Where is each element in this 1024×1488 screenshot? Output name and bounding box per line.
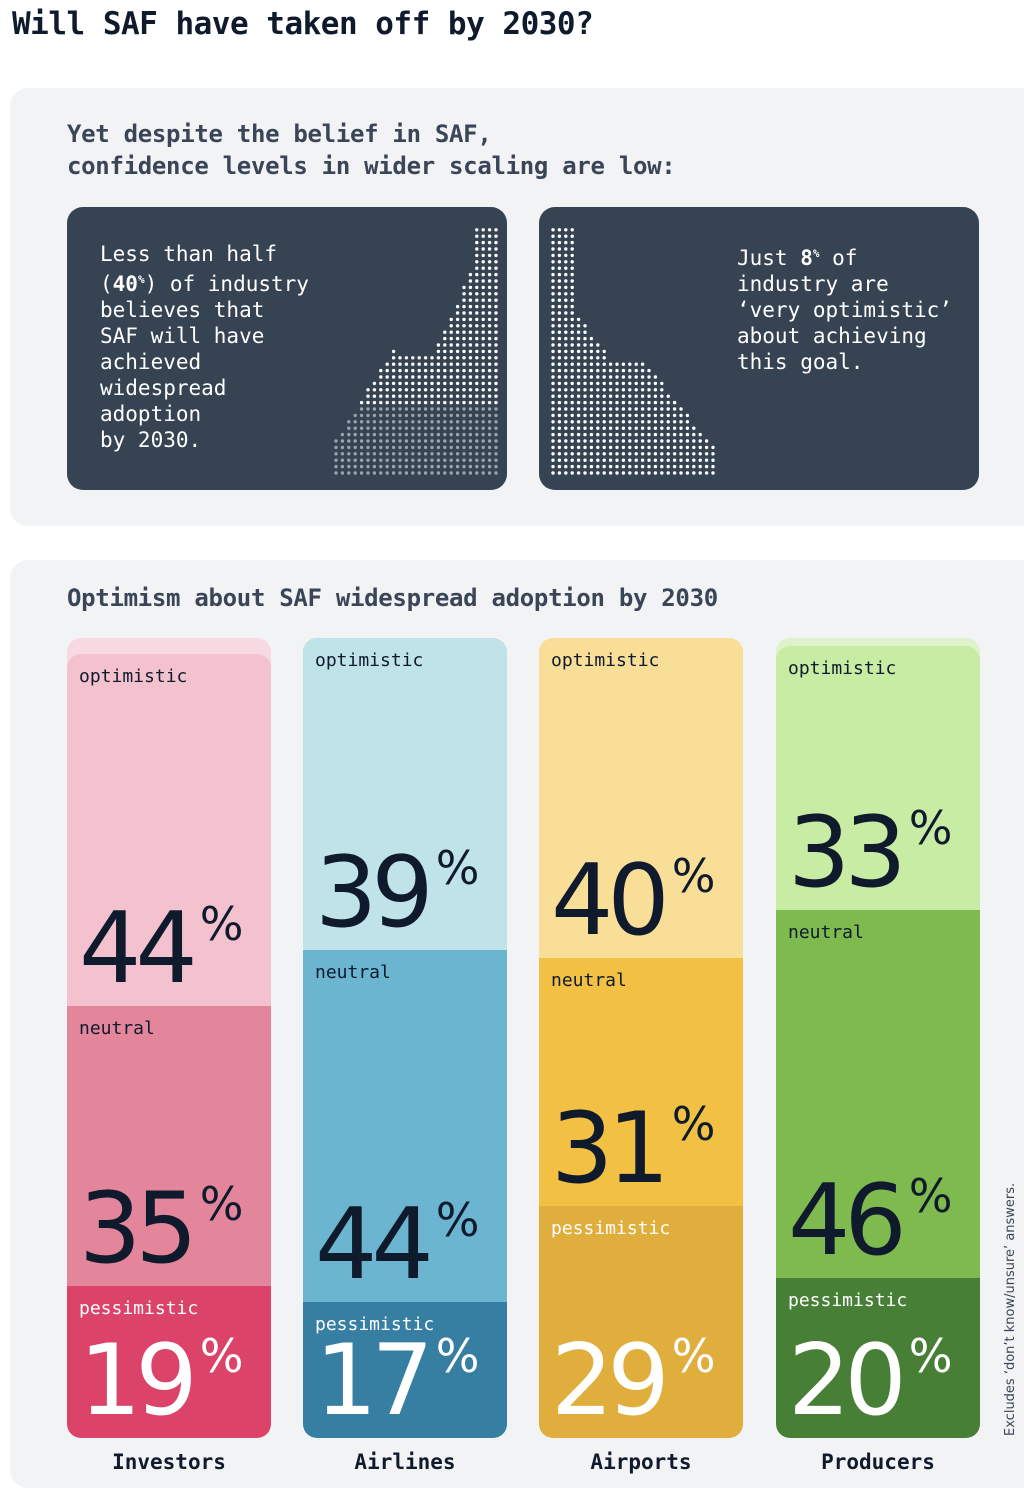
segment-value: 46% bbox=[788, 1147, 952, 1270]
segment-label: pessimistic bbox=[315, 1314, 435, 1335]
bar-segment-optimistic: optimistic 39% bbox=[303, 638, 507, 950]
segment-value: 20% bbox=[788, 1307, 952, 1430]
card-text-line: by 2030. bbox=[100, 428, 202, 452]
segment-value-number: 35 bbox=[79, 1172, 198, 1286]
segment-value-unit: % bbox=[435, 1193, 480, 1247]
column-airlines: pessimistic 17% neutral 44% optimistic 39% bbox=[303, 638, 507, 1438]
segment-label: pessimistic bbox=[788, 1290, 908, 1311]
segment-value-number: 17 bbox=[315, 1324, 434, 1438]
card-text-line: believes that bbox=[100, 298, 265, 322]
card-text-line: Just 8% of bbox=[737, 246, 858, 270]
segment-label: neutral bbox=[788, 922, 864, 943]
card-text-line: this goal. bbox=[737, 350, 864, 374]
bar-segment-optimistic: optimistic 33% bbox=[776, 646, 980, 910]
card-text-line: adoption bbox=[100, 402, 202, 426]
bar-segment-pessimistic: pessimistic 20% bbox=[776, 1278, 980, 1438]
segment-label: neutral bbox=[315, 962, 391, 983]
segment-value-number: 46 bbox=[788, 1164, 907, 1278]
page-title: Will SAF have taken off by 2030? bbox=[12, 6, 594, 42]
card-text-line: ‘very optimistic’ bbox=[737, 298, 952, 322]
segment-value: 44% bbox=[315, 1171, 479, 1294]
category-label-producers: Producers bbox=[821, 1450, 935, 1474]
bar-segment-pessimistic: pessimistic 29% bbox=[539, 1206, 743, 1438]
segment-value: 35% bbox=[79, 1155, 243, 1278]
card-text-line: Less than half bbox=[100, 242, 278, 266]
segment-label: optimistic bbox=[551, 650, 660, 671]
segment-value-unit: % bbox=[671, 849, 716, 903]
segment-value-unit: % bbox=[435, 841, 480, 895]
segment-value-unit: % bbox=[671, 1329, 716, 1383]
intro-heading: Yet despite the belief in SAF, confidenc… bbox=[67, 118, 676, 182]
segment-label: neutral bbox=[551, 970, 627, 991]
segment-value-unit: % bbox=[435, 1329, 480, 1383]
card-text-line: about achieving bbox=[737, 324, 927, 348]
stat-card-right-text: Just 8% of industry are ‘very optimistic’ a… bbox=[737, 241, 979, 375]
segment-value-unit: % bbox=[671, 1097, 716, 1151]
intro-heading-line-2: confidence levels in wider scaling are l… bbox=[67, 152, 676, 180]
chart-footnote: Excludes ‘don’t know/unsure’ answers. bbox=[1003, 1182, 1018, 1436]
segment-value: 29% bbox=[551, 1307, 715, 1430]
dotted-upward-curve-icon bbox=[334, 228, 498, 475]
segment-value-unit: % bbox=[908, 801, 953, 855]
segment-value-number: 31 bbox=[551, 1092, 670, 1206]
bar-segment-neutral: neutral 31% bbox=[539, 958, 743, 1206]
intro-heading-line-1: Yet despite the belief in SAF, bbox=[67, 120, 492, 148]
card-text-line: (40%) of industry bbox=[100, 272, 309, 296]
bar-segment-neutral: neutral 46% bbox=[776, 910, 980, 1278]
category-label-airlines: Airlines bbox=[354, 1450, 456, 1474]
segment-value-unit: % bbox=[908, 1329, 953, 1383]
segment-value-number: 44 bbox=[79, 892, 198, 1006]
segment-label: optimistic bbox=[788, 658, 897, 679]
segment-value-number: 33 bbox=[788, 796, 907, 910]
segment-value: 19% bbox=[79, 1307, 243, 1430]
bar-segment-pessimistic: pessimistic 19% bbox=[67, 1286, 271, 1438]
segment-value: 33% bbox=[788, 779, 952, 902]
segment-label: optimistic bbox=[79, 666, 188, 687]
column-investors: pessimistic 19% neutral 35% optimistic 44% bbox=[67, 638, 271, 1438]
stat-card-left-text: Less than half (40%) of industry believes … bbox=[100, 241, 350, 453]
category-label-airports: Airports bbox=[590, 1450, 692, 1474]
column-producers: pessimistic 20% neutral 46% optimistic 33% bbox=[776, 638, 980, 1438]
segment-value-number: 19 bbox=[79, 1324, 198, 1438]
dotted-downward-curve-icon bbox=[551, 228, 715, 475]
column-airports: pessimistic 29% neutral 31% optimistic 40% bbox=[539, 638, 743, 1438]
segment-value-unit: % bbox=[908, 1169, 953, 1223]
category-label-investors: Investors bbox=[112, 1450, 226, 1474]
chart-title: Optimism about SAF widespread adoption b… bbox=[67, 584, 718, 612]
segment-value-number: 20 bbox=[788, 1324, 907, 1438]
segment-value: 31% bbox=[551, 1075, 715, 1198]
segment-value-number: 29 bbox=[551, 1324, 670, 1438]
segment-value-unit: % bbox=[199, 897, 244, 951]
segment-value-number: 40 bbox=[551, 844, 670, 958]
card-text-line: industry are bbox=[737, 272, 889, 296]
stat-card-very-optimistic: Just 8% of industry are ‘very optimistic’ a… bbox=[539, 207, 979, 490]
segment-label: neutral bbox=[79, 1018, 155, 1039]
bar-segment-neutral: neutral 44% bbox=[303, 950, 507, 1302]
bar-segment-optimistic: optimistic 40% bbox=[539, 638, 743, 958]
segment-label: optimistic bbox=[315, 650, 424, 671]
bar-segment-neutral: neutral 35% bbox=[67, 1006, 271, 1286]
card-text-line: widespread bbox=[100, 376, 227, 400]
segment-value: 39% bbox=[315, 819, 479, 942]
segment-value-number: 39 bbox=[315, 836, 434, 950]
segment-value: 40% bbox=[551, 827, 715, 950]
segment-value: 44% bbox=[79, 875, 243, 998]
segment-label: pessimistic bbox=[79, 1298, 199, 1319]
segment-value: 17% bbox=[315, 1307, 479, 1430]
card-text-line: achieved bbox=[100, 350, 202, 374]
segment-value-unit: % bbox=[199, 1329, 244, 1383]
segment-label: pessimistic bbox=[551, 1218, 671, 1239]
stat-card-industry-belief: Less than half (40%) of industry believes … bbox=[67, 207, 507, 490]
bar-segment-pessimistic: pessimistic 17% bbox=[303, 1302, 507, 1438]
segment-value-unit: % bbox=[199, 1177, 244, 1231]
segment-value-number: 44 bbox=[315, 1188, 434, 1302]
card-text-line: SAF will have bbox=[100, 324, 265, 348]
bar-segment-optimistic: optimistic 44% bbox=[67, 654, 271, 1006]
